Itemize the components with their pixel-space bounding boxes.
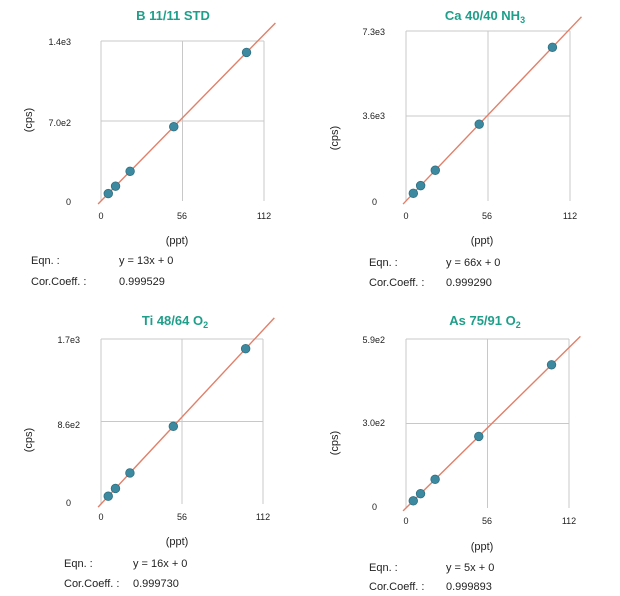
x-tick-label: 56 — [177, 512, 187, 522]
data-point — [240, 344, 251, 354]
chart-title: Ti 48/64 O2 — [142, 313, 208, 330]
equation-value: y = 16x + 0 — [133, 558, 188, 570]
y-tick-label: 0 — [66, 498, 71, 508]
chart-title: As 75/91 O2 — [449, 313, 521, 330]
data-point — [125, 468, 135, 478]
data-point — [415, 180, 426, 191]
chart-svg-as: As 75/91 O2 5.9e2 3.0e2 0 0 56 112 (ppt)… — [329, 313, 581, 553]
data-point — [125, 166, 135, 176]
x-axis-label: (ppt) — [166, 235, 189, 247]
data-point — [168, 421, 179, 432]
x-axis-label: (ppt) — [471, 541, 494, 553]
y-axis-label: (cps) — [23, 108, 35, 132]
x-axis-label: (ppt) — [166, 536, 189, 548]
correlation-label: Cor.Coeff. : — [64, 578, 120, 590]
data-point — [546, 360, 557, 370]
chart-panel-b: B 11/11 STD 1.4e3 7.0e2 0 0 56 112 (ppt)… — [0, 0, 310, 298]
equation-value: y = 13x + 0 — [119, 255, 174, 267]
correlation-label: Cor.Coeff. : — [369, 277, 425, 289]
equation-label: Eqn. : — [64, 558, 93, 570]
data-point — [241, 47, 252, 58]
correlation-value: 0.999290 — [446, 277, 492, 289]
y-tick-label: 3.6e3 — [362, 111, 385, 121]
y-tick-label: 0 — [372, 197, 377, 207]
data-point — [103, 491, 113, 501]
correlation-value: 0.999529 — [119, 276, 165, 288]
y-axis-label: (cps) — [23, 428, 35, 452]
y-tick-label: 7.0e2 — [48, 118, 71, 128]
data-point — [408, 188, 419, 199]
y-tick-label: 0 — [66, 197, 71, 207]
data-point — [474, 431, 484, 442]
data-point — [547, 42, 558, 53]
y-tick-label: 0 — [372, 502, 377, 512]
x-tick-label: 0 — [98, 512, 103, 522]
x-tick-label: 0 — [98, 211, 103, 221]
x-tick-label: 56 — [177, 211, 187, 221]
correlation-label: Cor.Coeff. : — [31, 276, 87, 288]
y-tick-label: 1.4e3 — [48, 37, 71, 47]
chart-panel-as: As 75/91 O2 5.9e2 3.0e2 0 0 56 112 (ppt)… — [310, 298, 620, 596]
data-point — [110, 181, 121, 191]
equation-label: Eqn. : — [369, 257, 398, 269]
x-tick-label: 56 — [482, 516, 492, 526]
data-point — [103, 188, 113, 199]
data-point — [408, 496, 418, 506]
equation-value: y = 5x + 0 — [446, 562, 495, 574]
chart-svg-ca: Ca 40/40 NH3 7.3e3 3.6e3 0 0 56 112 (ppt… — [329, 8, 582, 247]
correlation-value: 0.999893 — [446, 581, 492, 593]
y-tick-label: 5.9e2 — [362, 335, 385, 345]
data-point — [474, 119, 484, 129]
chart-svg-ti: Ti 48/64 O2 1.7e3 8.6e2 0 0 56 112 (ppt)… — [23, 313, 275, 548]
x-tick-label: 112 — [256, 512, 270, 522]
x-axis-label: (ppt) — [471, 235, 494, 247]
x-tick-label: 112 — [562, 516, 576, 526]
x-tick-label: 112 — [257, 211, 271, 221]
data-point — [110, 483, 121, 494]
y-axis-label: (cps) — [329, 431, 341, 455]
correlation-value: 0.999730 — [133, 578, 179, 590]
data-point — [430, 474, 440, 485]
data-point — [430, 165, 440, 175]
y-tick-label: 1.7e3 — [57, 335, 80, 345]
equation-label: Eqn. : — [369, 562, 398, 574]
correlation-label: Cor.Coeff. : — [369, 581, 425, 593]
x-tick-label: 56 — [482, 211, 492, 221]
chart-panel-ca: Ca 40/40 NH3 7.3e3 3.6e3 0 0 56 112 (ppt… — [310, 0, 620, 298]
chart-svg-b: B 11/11 STD 1.4e3 7.0e2 0 0 56 112 (ppt)… — [23, 8, 276, 247]
equation-label: Eqn. : — [31, 255, 60, 267]
y-tick-label: 7.3e3 — [362, 27, 385, 37]
data-point — [169, 122, 179, 132]
x-tick-label: 0 — [403, 211, 408, 221]
y-tick-label: 3.0e2 — [362, 418, 385, 428]
chart-title: B 11/11 STD — [136, 8, 210, 23]
chart-title: Ca 40/40 NH3 — [445, 8, 525, 25]
y-tick-label: 8.6e2 — [57, 420, 80, 430]
data-point — [415, 488, 426, 499]
equation-value: y = 66x + 0 — [446, 257, 501, 269]
y-axis-label: (cps) — [329, 126, 341, 150]
x-tick-label: 0 — [403, 516, 408, 526]
chart-panel-ti: Ti 48/64 O2 1.7e3 8.6e2 0 0 56 112 (ppt)… — [0, 298, 310, 596]
x-tick-label: 112 — [563, 211, 577, 221]
